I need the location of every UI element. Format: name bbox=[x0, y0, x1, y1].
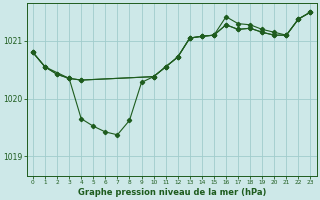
X-axis label: Graphe pression niveau de la mer (hPa): Graphe pression niveau de la mer (hPa) bbox=[77, 188, 266, 197]
